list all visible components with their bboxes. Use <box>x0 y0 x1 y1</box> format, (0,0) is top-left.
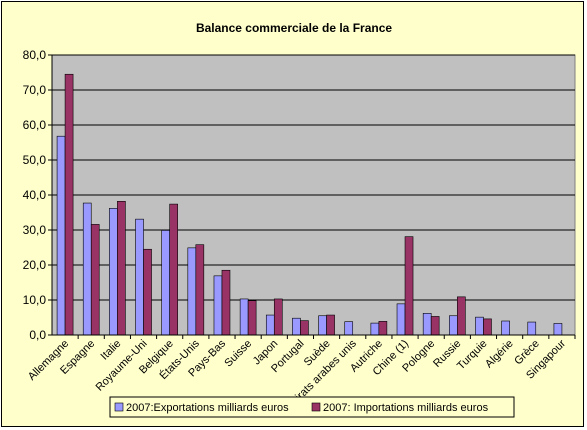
bar-exports <box>318 315 327 336</box>
bar-exports <box>187 247 197 336</box>
bar-imports <box>90 224 100 336</box>
y-tick-label: 60,0 <box>23 118 47 132</box>
y-tick-label: 80,0 <box>23 48 47 62</box>
x-category-label: Suisse <box>222 338 254 370</box>
bar-exports <box>161 230 170 336</box>
bar-exports <box>344 321 354 336</box>
bar-exports <box>213 275 223 336</box>
y-tick-label: 10,0 <box>23 293 47 307</box>
y-tick-label: 70,0 <box>23 83 47 97</box>
legend-label-exports: 2007:Exportations milliards euros <box>126 402 289 414</box>
bar-exports <box>422 312 432 336</box>
plot-area <box>51 54 576 336</box>
bar-imports <box>378 321 388 336</box>
bar-exports <box>370 322 380 336</box>
bar-imports <box>457 296 466 336</box>
legend-label-imports: 2007: Importations milliards euros <box>323 402 489 414</box>
bar-imports <box>326 314 335 336</box>
bar-imports <box>169 203 178 336</box>
y-axis: 0,0 10,0 20,0 30,0 40,0 50,0 60,0 70,0 80,0 <box>23 48 53 342</box>
bar-exports <box>527 321 537 336</box>
x-category-label: Algérie <box>483 338 516 371</box>
bar-imports <box>300 320 309 336</box>
chart-title: Balance commerciale de la France <box>196 21 392 35</box>
legend-swatch-imports <box>311 402 321 412</box>
bar-imports <box>483 318 492 336</box>
bar-exports <box>501 320 510 336</box>
legend-swatch-exports <box>114 402 124 412</box>
bar-exports <box>56 135 66 336</box>
x-category-label: Turquie <box>455 338 490 373</box>
y-tick-label: 50,0 <box>23 153 47 167</box>
bar-exports <box>553 323 563 336</box>
bar-exports <box>109 208 118 336</box>
bar-imports <box>221 269 231 336</box>
y-tick-label: 30,0 <box>23 223 47 237</box>
x-category-label: Allemagne <box>26 338 71 383</box>
bar-imports <box>404 236 414 336</box>
y-tick-label: 0,0 <box>29 328 46 342</box>
bar-exports <box>239 298 249 336</box>
bar-imports <box>247 300 257 336</box>
bar-imports <box>64 73 74 336</box>
y-tick-label: 20,0 <box>23 258 47 272</box>
bar-exports <box>475 316 484 336</box>
bar-imports <box>117 201 126 336</box>
y-tick-label: 40,0 <box>23 188 47 202</box>
bar-imports <box>143 248 152 336</box>
bar-imports <box>273 298 283 336</box>
bar-imports <box>430 316 440 336</box>
legend: 2007:Exportations milliards euros 2007: … <box>109 396 515 418</box>
bar-exports <box>135 218 144 336</box>
bar-exports <box>292 317 301 336</box>
bar-imports <box>195 244 205 336</box>
bar-exports <box>82 202 92 336</box>
bar-exports <box>265 314 275 336</box>
bar-exports <box>449 315 458 336</box>
bar-exports <box>396 303 406 336</box>
